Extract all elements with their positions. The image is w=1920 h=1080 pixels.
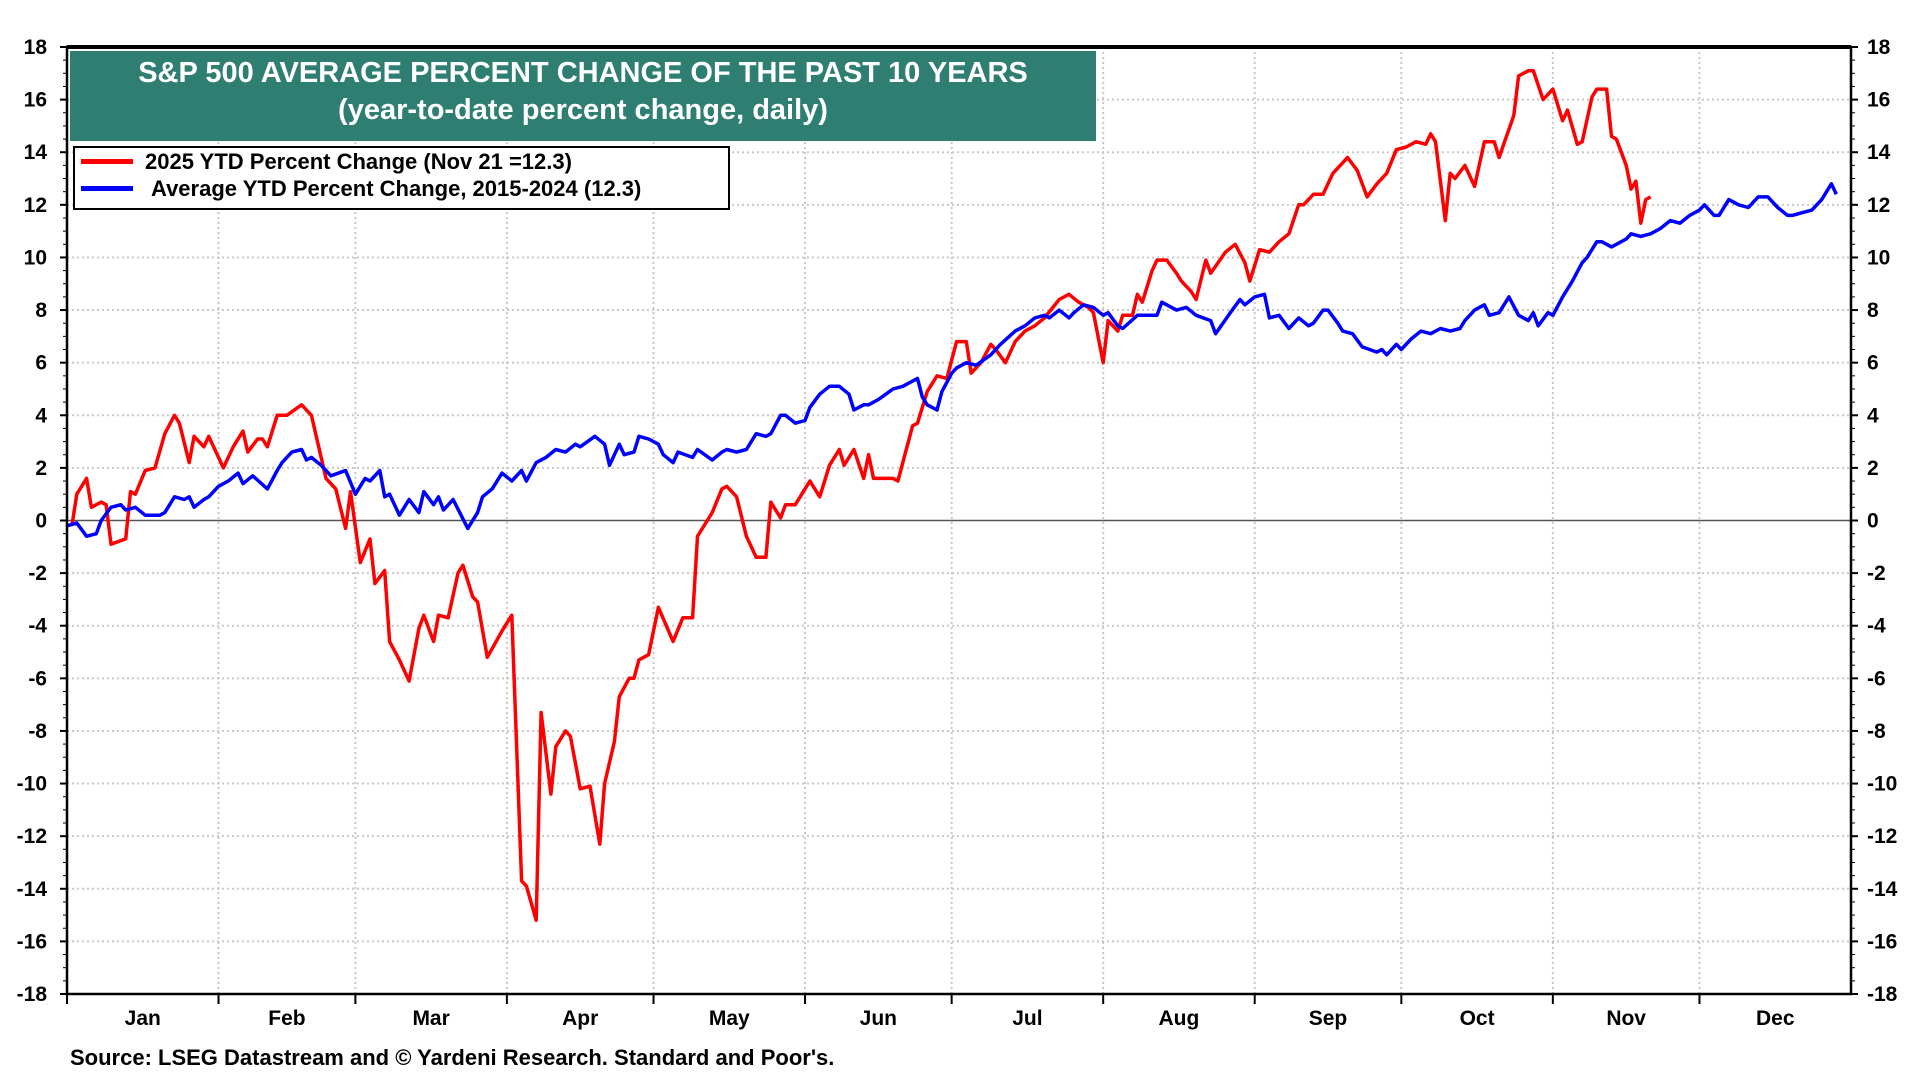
y-tick-label-right: 4 bbox=[1867, 404, 1879, 427]
legend-swatch-blue bbox=[81, 186, 133, 191]
y-tick-label-right: -8 bbox=[1867, 720, 1886, 743]
x-tick-label: Jan bbox=[125, 1007, 161, 1030]
y-tick-label-right: 8 bbox=[1867, 299, 1879, 322]
chart-title: S&P 500 AVERAGE PERCENT CHANGE OF THE PA… bbox=[138, 57, 1028, 89]
y-tick-label-left: -10 bbox=[17, 773, 47, 796]
y-tick-label-right: 2 bbox=[1867, 457, 1879, 480]
y-tick-label-right: -18 bbox=[1867, 983, 1898, 1006]
source-note: Source: LSEG Datastream and © Yardeni Re… bbox=[70, 1045, 835, 1070]
y-tick-label-left: 8 bbox=[35, 299, 47, 322]
y-tick-label-left: -6 bbox=[28, 667, 47, 690]
y-tick-label-left: 18 bbox=[24, 36, 48, 59]
y-tick-label-left: 12 bbox=[24, 194, 47, 217]
x-tick-label: Jun bbox=[860, 1007, 897, 1030]
x-tick-label: Mar bbox=[412, 1007, 449, 1030]
legend-label-2025: 2025 YTD Percent Change (Nov 21 =12.3) bbox=[145, 148, 572, 174]
y-tick-label-right: -2 bbox=[1867, 562, 1886, 585]
x-tick-label: May bbox=[709, 1007, 750, 1030]
x-tick-label: Apr bbox=[562, 1007, 598, 1030]
y-tick-label-left: -2 bbox=[28, 562, 47, 585]
y-tick-label-left: -4 bbox=[28, 615, 47, 638]
legend: 2025 YTD Percent Change (Nov 21 =12.3) A… bbox=[73, 146, 730, 210]
series-line-average bbox=[66, 182, 1838, 539]
legend-swatch-red bbox=[81, 159, 133, 164]
chart-subtitle: (year-to-date percent change, daily) bbox=[338, 94, 828, 126]
y-tick-label-left: -16 bbox=[17, 930, 47, 953]
y-tick-label-right: 6 bbox=[1867, 352, 1879, 375]
y-tick-label-left: 0 bbox=[35, 510, 47, 533]
x-tick-label: Feb bbox=[268, 1007, 305, 1030]
y-tick-label-right: 18 bbox=[1867, 36, 1891, 59]
y-tick-label-left: -12 bbox=[17, 825, 47, 848]
x-tick-label: Dec bbox=[1756, 1007, 1795, 1030]
y-tick-label-right: 16 bbox=[1867, 89, 1890, 112]
legend-item-2025: 2025 YTD Percent Change (Nov 21 =12.3) bbox=[75, 148, 728, 175]
y-tick-label-right: -4 bbox=[1867, 615, 1886, 638]
x-tick-label: Jul bbox=[1012, 1007, 1042, 1030]
y-tick-label-left: 2 bbox=[35, 457, 47, 480]
legend-item-average: Average YTD Percent Change, 2015-2024 (1… bbox=[75, 175, 728, 202]
y-tick-label-right: 12 bbox=[1867, 194, 1890, 217]
x-tick-label: Aug bbox=[1159, 1007, 1200, 1030]
y-tick-label-left: 16 bbox=[24, 89, 47, 112]
legend-label-average: Average YTD Percent Change, 2015-2024 (1… bbox=[151, 175, 642, 201]
y-tick-label-left: 10 bbox=[24, 246, 47, 269]
y-tick-label-right: -12 bbox=[1867, 825, 1897, 848]
y-tick-label-right: 10 bbox=[1867, 246, 1890, 269]
x-tick-label: Sep bbox=[1309, 1007, 1348, 1030]
y-tick-label-left: -8 bbox=[28, 720, 47, 743]
series-line-2025 bbox=[70, 68, 1652, 923]
y-tick-label-right: -6 bbox=[1867, 667, 1886, 690]
x-tick-label: Oct bbox=[1460, 1007, 1495, 1030]
y-tick-label-left: -14 bbox=[17, 878, 48, 901]
chart-title-box: S&P 500 AVERAGE PERCENT CHANGE OF THE PA… bbox=[70, 51, 1096, 141]
y-tick-label-left: 14 bbox=[24, 141, 48, 164]
y-tick-label-right: -14 bbox=[1867, 878, 1898, 901]
y-tick-label-left: 4 bbox=[35, 404, 47, 427]
x-tick-label: Nov bbox=[1606, 1007, 1646, 1030]
y-tick-label-left: 6 bbox=[35, 352, 47, 375]
y-tick-label-right: -10 bbox=[1867, 773, 1897, 796]
y-tick-label-right: 14 bbox=[1867, 141, 1891, 164]
y-tick-label-left: -18 bbox=[17, 983, 48, 1006]
y-tick-label-right: -16 bbox=[1867, 930, 1897, 953]
y-tick-label-right: 0 bbox=[1867, 510, 1879, 533]
